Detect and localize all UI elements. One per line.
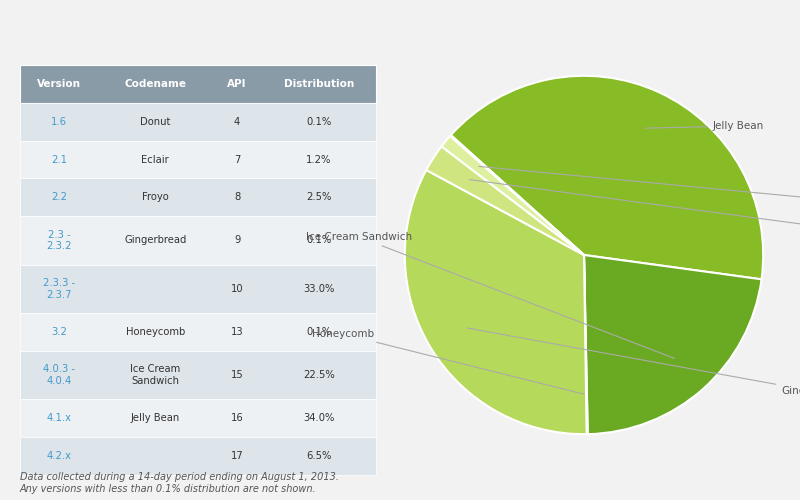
Bar [20,264,376,313]
Text: Froyo: Froyo [142,192,169,202]
Bar [20,140,376,178]
Text: Jelly Bean: Jelly Bean [646,121,764,131]
Text: 0.1%: 0.1% [306,327,332,337]
Bar [20,400,376,437]
Bar [20,313,376,351]
Text: 2.1: 2.1 [51,154,67,164]
Text: API: API [227,79,247,89]
Text: 2.3 -
2.3.2: 2.3 - 2.3.2 [46,230,72,252]
Text: 4: 4 [234,116,240,126]
Bar [20,216,376,264]
Text: 10: 10 [231,284,243,294]
Text: 4.2.x: 4.2.x [46,451,72,461]
Text: Gingerbread: Gingerbread [124,236,186,246]
Wedge shape [442,136,584,255]
Text: Version: Version [37,79,81,89]
Text: 2.3.3 -
2.3.7: 2.3.3 - 2.3.7 [43,278,75,299]
Text: 0.1%: 0.1% [306,116,332,126]
Text: 34.0%: 34.0% [303,414,334,424]
Bar [20,103,376,141]
Text: 9: 9 [234,236,240,246]
Text: 7: 7 [234,154,240,164]
Text: Honeycomb: Honeycomb [312,329,584,394]
Wedge shape [451,76,763,280]
Text: 13: 13 [231,327,243,337]
Text: Ice Cream
Sandwich: Ice Cream Sandwich [130,364,181,386]
Wedge shape [405,170,586,434]
Text: 6.5%: 6.5% [306,451,332,461]
Text: Honeycomb: Honeycomb [126,327,185,337]
Wedge shape [450,135,584,255]
Text: Distribution: Distribution [284,79,354,89]
Text: 2.2: 2.2 [51,192,67,202]
Text: 8: 8 [234,192,240,202]
Text: 1.6: 1.6 [51,116,67,126]
Text: 0.1%: 0.1% [306,236,332,246]
Bar [20,178,376,216]
Text: 33.0%: 33.0% [303,284,334,294]
Bar [20,351,376,400]
Text: 15: 15 [230,370,243,380]
Text: 1.2%: 1.2% [306,154,332,164]
Text: Donut: Donut [140,116,170,126]
Wedge shape [584,255,588,434]
Text: Eclair: Eclair [479,166,800,206]
Text: Froyo: Froyo [470,180,800,235]
Text: Jelly Bean: Jelly Bean [130,414,180,424]
Text: 22.5%: 22.5% [303,370,335,380]
Text: Gingerbread: Gingerbread [467,328,800,396]
Text: Ice Cream Sandwich: Ice Cream Sandwich [306,232,674,358]
Text: 3.2: 3.2 [51,327,67,337]
Text: 4.1.x: 4.1.x [46,414,72,424]
Text: Eclair: Eclair [142,154,169,164]
Text: Codename: Codename [124,79,186,89]
Bar [20,65,376,103]
Text: 2.5%: 2.5% [306,192,332,202]
Wedge shape [584,255,762,434]
Text: 17: 17 [230,451,243,461]
Text: Data collected during a 14-day period ending on August 1, 2013.
Any versions wit: Data collected during a 14-day period en… [20,472,339,494]
Text: 4.0.3 -
4.0.4: 4.0.3 - 4.0.4 [43,364,75,386]
Wedge shape [426,146,584,255]
Text: 16: 16 [230,414,243,424]
Bar [20,437,376,475]
